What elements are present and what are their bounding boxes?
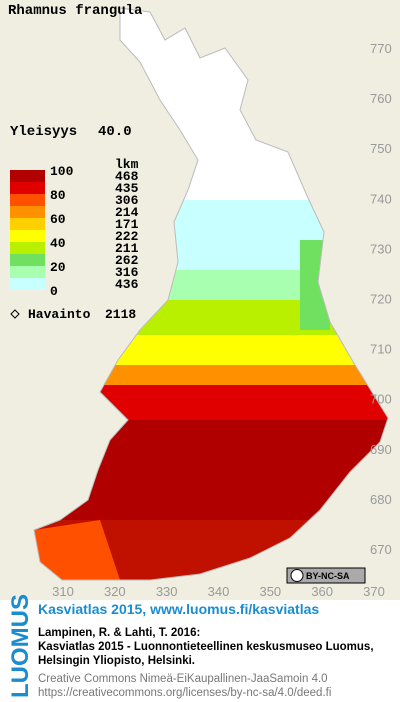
x-tick-label: 350: [259, 584, 281, 599]
citation-line: Lampinen, R. & Lahti, T. 2016:: [38, 627, 200, 639]
legend-swatch: [10, 218, 45, 230]
legend-level: 80: [50, 188, 66, 203]
license-line: https://creativecommons.org/licenses/by-…: [38, 687, 331, 699]
x-tick-label: 360: [311, 584, 333, 599]
legend-swatch: [10, 230, 45, 242]
coordinate-ticks: 770 760 750 740 730 720 710 700 690 680 670 310 320 3…: [52, 41, 392, 599]
legend-swatch: [10, 278, 45, 290]
legend-swatch: [10, 182, 45, 194]
legend-count: 171: [115, 217, 139, 232]
legend-swatch: [10, 206, 45, 218]
observation-label: Havainto: [28, 307, 91, 322]
footer-text: Lampinen, R. & Lahti, T. 2016: Kasviatlas…: [38, 627, 374, 699]
x-tick-label: 340: [208, 584, 230, 599]
observation-symbol: [10, 309, 20, 319]
species-title: Rhamnus frangula: [8, 3, 143, 19]
legend-swatch: [10, 242, 45, 254]
border: [33, 7, 389, 581]
x-tick-label: 370: [363, 584, 385, 599]
y-tick-label: 770: [370, 41, 392, 56]
legend-count: 262: [115, 253, 139, 268]
brand: LUOMUS: [7, 594, 34, 698]
legend-count: 435: [115, 181, 139, 196]
legend-count: 316: [115, 265, 139, 280]
citation-line: Kasviatlas 2015 - Luonnontieteellinen ke…: [38, 641, 374, 653]
legend-count: 214: [115, 205, 139, 220]
y-tick-label: 680: [370, 492, 392, 507]
legend-level: 40: [50, 236, 66, 251]
legend-swatch: [10, 194, 45, 206]
legend-level: 60: [50, 212, 66, 227]
legend-level: 0: [50, 284, 58, 299]
legend-count: 222: [115, 229, 139, 244]
y-tick-label: 700: [370, 392, 392, 407]
x-tick-label: 310: [52, 584, 74, 599]
frequency-label: Yleisyys: [10, 124, 77, 140]
legend-count: 468: [115, 169, 139, 184]
legend-count: 211: [115, 241, 139, 256]
count-header: lkm: [115, 157, 139, 172]
cc-badge: [286, 567, 366, 584]
x-tick-label: 330: [156, 584, 178, 599]
x-tick-label: 320: [104, 584, 126, 599]
y-tick-label: 750: [370, 141, 392, 156]
legend-swatch: [10, 254, 45, 266]
y-tick-label: 760: [370, 91, 392, 106]
legend-count: 436: [115, 277, 139, 292]
cc-icon: [290, 569, 304, 582]
legend-level: 100: [50, 164, 74, 179]
legend-count: 306: [115, 193, 139, 208]
y-tick-label: 740: [370, 191, 392, 206]
y-tick-label: 690: [370, 442, 392, 457]
y-tick-label: 670: [370, 542, 392, 557]
citation-line: Helsingin Yliopisto, Helsinki.: [38, 655, 195, 667]
legend-swatch: [10, 266, 45, 278]
observation-value: 2118: [105, 307, 136, 322]
cc-badge-text: BY-NC-SA: [306, 571, 350, 581]
frequency-value: 40.0: [98, 124, 132, 140]
y-tick-label: 710: [370, 342, 392, 357]
y-tick-label: 720: [370, 292, 392, 307]
legend-level: 20: [50, 260, 66, 275]
legend-swatch: [10, 170, 45, 182]
y-tick-label: 730: [370, 241, 392, 256]
footer-heading: Kasviatlas 2015, www.luomus.fi/kasviatla…: [38, 601, 319, 617]
license-line: Creative Commons Nimeä-EiKaupallinen-Jaa…: [38, 673, 328, 685]
